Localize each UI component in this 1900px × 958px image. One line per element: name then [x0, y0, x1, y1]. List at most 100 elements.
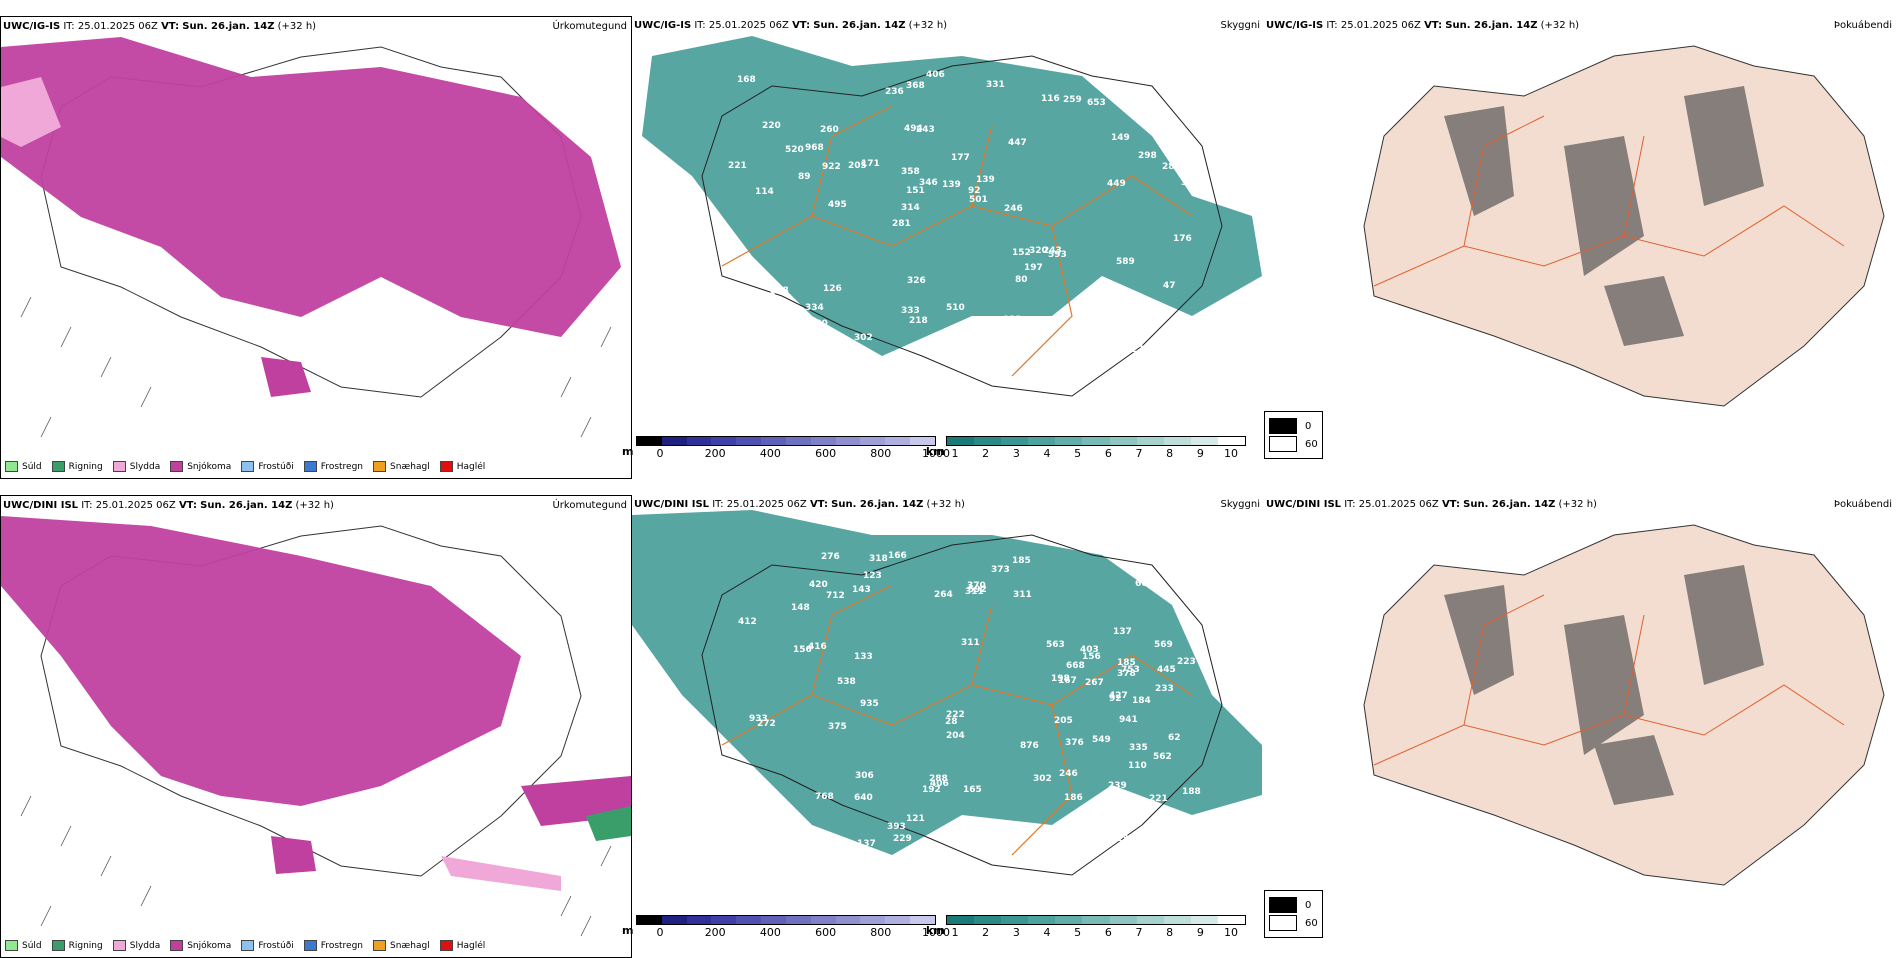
terrain-label: 232: [1116, 834, 1135, 844]
fog-dark-areas: [1444, 86, 1764, 346]
cloud-map: 239 569 221 311 82 123 185 640 662 416 445 412 427 22…: [632, 510, 1262, 876]
terrain-label: 147: [736, 332, 755, 342]
terrain-label: 148: [791, 603, 810, 613]
legend-swatch: [373, 461, 387, 472]
panel-title: UWC/IG-IS IT: 25.01.2025 06Z VT: Sun. 26…: [3, 21, 317, 32]
elevation-bar-swatches: [636, 915, 936, 925]
terrain-label: 221: [1149, 794, 1168, 804]
terrain-label: 318: [869, 554, 888, 564]
colorbar-tick: 10: [1224, 447, 1238, 460]
legend-label: Haglél: [456, 461, 486, 472]
colorbar-swatch: [761, 437, 786, 445]
legend-swatch: [303, 940, 317, 951]
terrain-label: 190: [757, 292, 776, 302]
terrain-label: 126: [823, 284, 842, 294]
legend-swatch: [5, 940, 18, 951]
colorbar-swatch: [1001, 437, 1029, 445]
legend-label: Rigning: [68, 461, 103, 472]
terrain-label: 346: [919, 178, 938, 188]
terrain-label: 653: [1087, 98, 1106, 108]
colorbar-tick: 400: [759, 447, 781, 460]
terrain-label: 139: [942, 180, 961, 190]
terrain-label: 563: [1046, 640, 1065, 650]
panel-title: UWC/DINI ISL IT: 25.01.2025 06Z VT: Sun.…: [1266, 499, 1597, 510]
colorbar-tick: 400: [759, 926, 781, 939]
fog-map: [1363, 45, 1885, 407]
fog-panel-bottom: UWC/DINI ISL IT: 25.01.2025 06Z VT: Sun.…: [1264, 495, 1896, 958]
terrain-label: 185: [1117, 658, 1136, 668]
precip-panel-bottom: UWC/DINI ISL IT: 25.01.2025 06Z VT: Sun.…: [0, 495, 632, 958]
elevation-bar-swatches: [636, 436, 936, 446]
panel-variable: Skyggni: [1220, 499, 1260, 510]
terrain-label: 420: [809, 580, 828, 590]
terrain-label: 185: [1012, 556, 1031, 566]
terrain-label: 205: [848, 161, 867, 171]
terrain-label: 922: [822, 162, 841, 172]
terrain-label: 311: [965, 587, 984, 597]
terrain-label: 49: [1137, 801, 1150, 811]
colorbar-swatch: [736, 916, 762, 924]
terrain-label: 226: [1033, 844, 1052, 854]
terrain-label: 494: [904, 124, 923, 134]
terrain-label: 447: [1008, 138, 1027, 148]
colorbar-tick: 1: [951, 447, 959, 460]
wind-barbs: [20, 296, 612, 438]
legend-label: Rigning: [68, 940, 103, 951]
terrain-label: 152: [1012, 248, 1031, 258]
terrain-label: 86: [1176, 566, 1189, 576]
terrain-label: 376: [1065, 738, 1084, 748]
precip-legend: Súld Rigning Slydda Snjókoma Frostúði Frostre…: [5, 461, 485, 472]
colorbar-tick: 7: [1135, 447, 1143, 460]
terrain-label: 105: [740, 351, 759, 361]
terrain-label: 335: [1129, 743, 1148, 753]
legend-label: Súld: [22, 461, 42, 472]
wind-barbs: [20, 795, 612, 937]
terrain-label: 223: [1177, 657, 1196, 667]
terrain-label: 260: [820, 125, 839, 135]
snow-area: [1, 37, 621, 337]
terrain-label: 192: [922, 785, 941, 795]
legend-item: Slydda: [112, 940, 160, 951]
terrain-label: 935: [860, 699, 879, 709]
colorbar-swatch: [1136, 437, 1164, 445]
legend-item: Súld: [5, 461, 42, 472]
terrain-label: 370: [967, 581, 986, 591]
legend-label: Súld: [22, 940, 42, 951]
colorbar-tick: 2: [982, 447, 990, 460]
legend-swatch: [170, 461, 184, 472]
terrain-label: 108: [727, 783, 746, 793]
colorbar-tick: 6: [1104, 926, 1112, 939]
terrain-label: 538: [837, 677, 856, 687]
legend-item: Slydda: [112, 461, 160, 472]
roads: [1373, 594, 1845, 766]
visibility-teal-area: [642, 36, 1262, 356]
terrain-label: 92: [1109, 694, 1122, 704]
cloud-panel-bottom: UWC/DINI ISL IT: 25.01.2025 06Z VT: Sun.…: [622, 495, 1264, 958]
fog-legend-swatch: [1269, 418, 1297, 434]
colorbar-swatch: [686, 437, 712, 445]
colorbar-tick: 9: [1196, 447, 1204, 460]
colorbar-tick: 600: [815, 926, 837, 939]
terrain-label: 314: [901, 203, 920, 213]
fog-legend-swatch: [1269, 915, 1297, 931]
precip-map: [1, 516, 631, 937]
terrain-label: 365: [1181, 178, 1200, 188]
colorbar-tick: 1000: [922, 926, 950, 939]
colorbar-swatch: [736, 437, 762, 445]
terrain-label: 326: [907, 276, 926, 286]
terrain-label: 320: [1029, 246, 1048, 256]
panel-variable: Úrkomutegund: [552, 21, 627, 32]
terrain-label: 186: [1064, 793, 1083, 803]
visibility-bar-swatches: [946, 915, 1246, 925]
terrain-label: 246: [1059, 769, 1078, 779]
colorbar-swatch: [1217, 916, 1246, 924]
terrain-label: 121: [906, 814, 925, 824]
legend-label: Frostúði: [258, 461, 294, 472]
fog-map: [1363, 524, 1885, 886]
legend-swatch: [5, 461, 18, 472]
legend-item: Haglél: [439, 461, 486, 472]
terrain-label: 168: [737, 75, 756, 85]
terrain-label: 941: [1119, 715, 1138, 725]
terrain-label: 403: [1080, 645, 1099, 655]
terrain-label: 358: [901, 167, 920, 177]
